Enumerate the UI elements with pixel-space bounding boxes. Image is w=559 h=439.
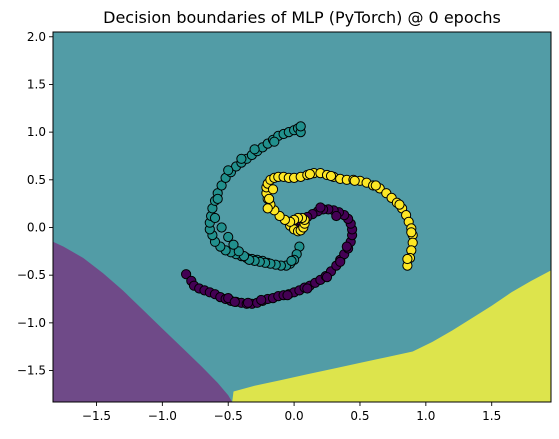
region-class-0 xyxy=(53,241,233,402)
scatter-point xyxy=(302,283,313,294)
y-tick-label: −1.5 xyxy=(17,364,46,378)
x-tick-label: 0.5 xyxy=(350,409,369,423)
y-tick-label: −0.5 xyxy=(17,268,46,282)
scatter-point xyxy=(282,290,293,301)
y-tick-label: 2.0 xyxy=(27,30,46,44)
scatter-point xyxy=(223,165,234,176)
y-tick-label: 0.0 xyxy=(27,220,46,234)
scatter-point xyxy=(341,241,352,252)
x-tick-label: −0.5 xyxy=(214,409,243,423)
scatter-points xyxy=(181,121,418,309)
y-tick-label: 0.5 xyxy=(27,173,46,187)
scatter-point xyxy=(233,246,244,257)
scatter-point xyxy=(321,272,333,283)
decision-regions xyxy=(53,32,551,402)
scatter-point xyxy=(370,180,381,191)
scatter-point xyxy=(315,202,326,213)
y-axis: −1.5 −1.0 −0.5 0.0 0.5 1.0 1.5 2.0 xyxy=(17,30,53,378)
y-tick-label: 1.5 xyxy=(27,77,46,91)
scatter-point xyxy=(295,121,306,132)
scatter-point xyxy=(267,184,279,195)
scatter-point xyxy=(181,269,192,280)
series-class-2 xyxy=(261,168,418,271)
scatter-point xyxy=(256,294,267,306)
x-tick-label: 1.0 xyxy=(416,409,435,423)
scatter-point xyxy=(325,170,337,182)
scatter-point xyxy=(229,296,240,307)
scatter-point xyxy=(262,203,273,214)
scatter-point xyxy=(249,144,260,155)
scatter-point xyxy=(335,256,346,267)
scatter-point xyxy=(242,297,254,308)
scatter-point xyxy=(269,136,280,147)
y-tick-label: 1.0 xyxy=(27,125,46,139)
x-tick-label: −1.5 xyxy=(82,409,111,423)
plot-frame xyxy=(52,31,552,403)
scatter-point xyxy=(223,231,234,243)
x-tick-label: −1.0 xyxy=(148,409,177,423)
scatter-point xyxy=(236,153,247,164)
scatter-point xyxy=(331,210,342,222)
region-class-2 xyxy=(232,270,551,402)
scatter-point xyxy=(286,255,297,266)
scatter-point xyxy=(406,227,417,238)
x-tick-label: 0.0 xyxy=(285,409,304,423)
scatter-point xyxy=(349,175,360,186)
chart-title: Decision boundaries of MLP (PyTorch) @ 0… xyxy=(103,8,501,27)
scatter-point xyxy=(216,222,227,233)
y-tick-label: −1.0 xyxy=(17,316,46,330)
scatter-point xyxy=(212,193,223,204)
x-axis: −1.5 −1.0 −0.5 0.0 0.5 1.0 1.5 xyxy=(82,402,501,423)
scatter-point xyxy=(228,239,239,250)
scatter-point xyxy=(209,212,221,224)
scatter-point xyxy=(402,253,413,265)
scatter-point xyxy=(394,199,405,210)
scatter-point xyxy=(304,169,315,180)
scatter-point xyxy=(264,193,275,204)
series-class-1 xyxy=(204,121,306,271)
x-tick-label: 1.5 xyxy=(482,409,501,423)
